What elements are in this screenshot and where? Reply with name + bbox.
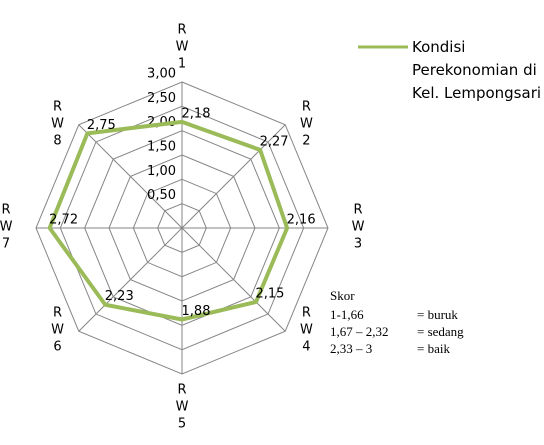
note-text: 2,33 – 3 [330, 341, 372, 356]
category-label: RW7 [0, 203, 14, 254]
r-tick-label: 0,50 [147, 188, 176, 203]
r-tick-label: 3,00 [147, 67, 176, 82]
data-label: 2,27 [260, 134, 289, 149]
note-text: 1,67 – 2,32 [330, 324, 389, 339]
note-text: = sedang [417, 324, 464, 339]
category-label: RW1 [175, 23, 190, 74]
category-label: RW6 [50, 306, 65, 357]
data-label: 2,16 [287, 213, 316, 228]
category-label: RW4 [299, 306, 314, 357]
note-text: = baik [417, 341, 450, 356]
category-label: RW8 [50, 99, 65, 150]
spoke [181, 227, 286, 332]
series-line [47, 119, 290, 322]
data-label: 2,18 [182, 106, 211, 121]
spoke [181, 124, 286, 229]
note-text: 1-1,66 [330, 307, 364, 322]
spoke [78, 124, 183, 229]
r-tick-label: 2,50 [147, 91, 176, 106]
data-label: 2,75 [87, 118, 116, 133]
category-label: RW3 [351, 203, 366, 254]
data-label: 2,23 [105, 289, 134, 304]
r-tick-label: 1,00 [147, 164, 176, 179]
note-text: = buruk [417, 307, 458, 322]
r-tick-label: 1,50 [147, 140, 176, 155]
spoke [78, 227, 183, 332]
data-label: 2,15 [256, 286, 285, 301]
data-label: 1,88 [182, 304, 211, 319]
category-label: RW5 [175, 383, 190, 434]
legend-label: Kondisi Perekonomian di Kel. Lempongsari [412, 38, 542, 102]
note-title: Skor [330, 288, 355, 303]
data-label: 2,72 [49, 213, 78, 228]
category-label: RW2 [299, 99, 314, 150]
